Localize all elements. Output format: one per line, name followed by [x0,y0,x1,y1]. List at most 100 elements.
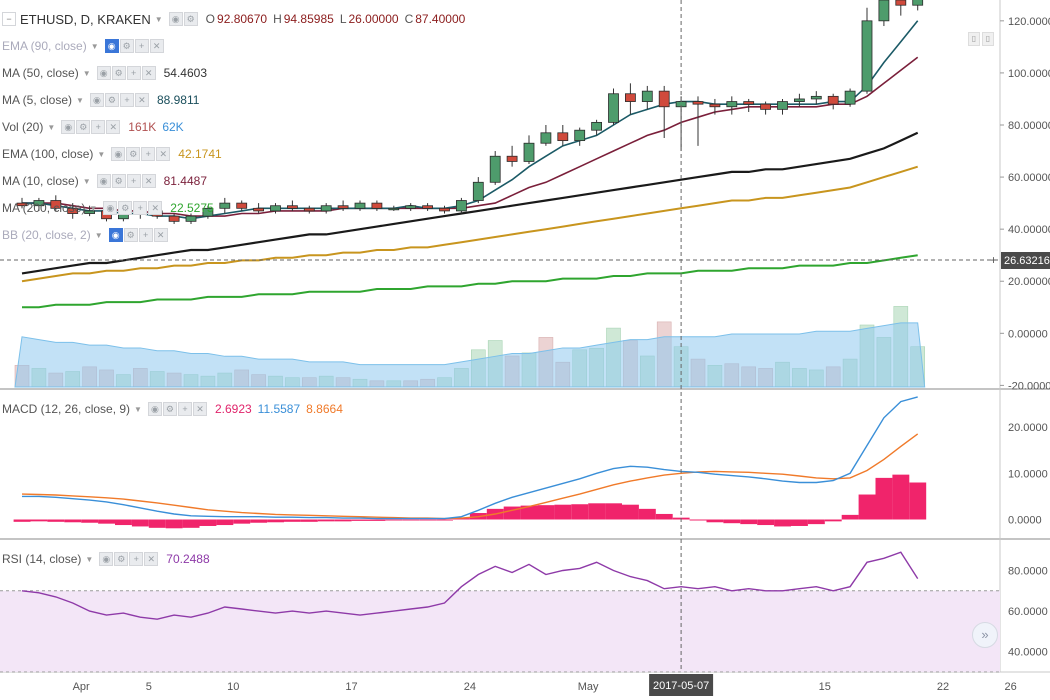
indicator-name: MA (10, close) [2,174,79,188]
legend-row[interactable]: EMA (90, close) ▼ ◉ ⚙ + ✕ [2,37,172,55]
plus-icon[interactable]: + [126,66,141,80]
legend-row[interactable]: BB (20, close, 2) ▼ ◉ ⚙ + ✕ [2,226,176,244]
macd-histogram-bar [892,474,910,520]
ma50-line [21,131,919,275]
time-tick-label: 5 [146,681,152,693]
chevron-down-icon[interactable]: ▼ [82,176,91,186]
plus-icon[interactable]: + [138,228,153,242]
indicator-buttons: ◉ ⚙ + ✕ [103,201,163,215]
plus-icon[interactable]: + [129,552,144,566]
plus-icon[interactable]: + [126,174,141,188]
visibility-icon[interactable]: ◉ [111,147,126,161]
chevron-down-icon[interactable]: ▼ [97,149,106,159]
gear-icon[interactable]: ⚙ [183,12,198,26]
close-icon[interactable]: ✕ [148,201,163,215]
candle-body [794,98,805,102]
pane-minimize-icon[interactable]: ▯ [968,32,980,46]
time-tick-label: 26 [1005,681,1017,693]
macd-histogram-bar [807,519,825,525]
macd-histogram-bar [334,519,352,522]
plus-icon[interactable]: + [91,120,106,134]
chevron-down-icon[interactable]: ▼ [47,122,56,132]
visibility-icon[interactable]: ◉ [103,201,118,215]
chevron-down-icon[interactable]: ▼ [89,203,98,213]
visibility-icon[interactable]: ◉ [96,174,111,188]
visibility-icon[interactable]: ◉ [99,552,114,566]
indicator-value: 11.5587 [257,402,301,416]
candle-body [895,0,907,6]
legend-row[interactable]: MA (10, close) ▼ ◉ ⚙ + ✕ 81.4487 [2,172,213,190]
chevron-down-icon[interactable]: ▼ [94,230,103,240]
ohlc-values: O 92.80670 H 94.85985 L 26.00000 C 87.40000 [206,12,472,26]
plus-icon[interactable]: + [141,147,156,161]
candle-body [912,0,924,6]
close-icon[interactable]: ✕ [106,120,121,134]
gear-icon[interactable]: ⚙ [126,147,141,161]
chevron-down-icon[interactable]: ▼ [82,68,91,78]
macd-histogram-bar [689,519,707,521]
macd-histogram-bar [148,519,166,528]
candle-body [84,210,95,214]
close-icon[interactable]: ✕ [141,66,156,80]
gear-icon[interactable]: ⚙ [119,39,134,53]
legend-row[interactable]: MA (5, close) ▼ ◉ ⚙ + ✕ 88.9811 [2,91,205,109]
legend-row[interactable]: MACD (12, 26, close, 9) ▼ ◉ ⚙ + ✕ 2.6923 11.558… [2,400,349,418]
candle-body [658,90,670,108]
gear-icon[interactable]: ⚙ [123,228,138,242]
close-icon[interactable]: ✕ [134,93,149,107]
visibility-icon[interactable]: ◉ [96,66,111,80]
gear-icon[interactable]: ⚙ [111,66,126,80]
pane-maximize-icon[interactable]: ▯ [982,32,994,46]
ohlc-label: C [404,12,414,26]
chevron-down-icon[interactable]: ▼ [85,554,94,564]
visibility-icon[interactable]: ◉ [104,39,119,53]
macd-histogram-bar [64,519,82,523]
close-icon[interactable]: ✕ [153,228,168,242]
candle-body [67,207,79,214]
close-icon[interactable]: ✕ [156,147,171,161]
chevron-down-icon[interactable]: ▼ [90,41,99,51]
chevron-down-icon[interactable]: ▼ [134,404,142,414]
rsi-line [21,551,919,620]
macd-histogram-bar [436,519,453,521]
visibility-icon[interactable]: ◉ [168,12,183,26]
close-icon[interactable]: ✕ [141,174,156,188]
close-icon[interactable]: ✕ [192,402,207,416]
close-icon[interactable]: ✕ [149,39,164,53]
legend-row[interactable]: RSI (14, close) ▼ ◉ ⚙ + ✕ 70.2488 [2,550,216,568]
plus-icon[interactable]: + [133,201,148,215]
legend-row[interactable]: EMA (100, close) ▼ ◉ ⚙ + ✕ 42.1741 [2,145,228,163]
scroll-to-realtime-button[interactable]: » [972,622,998,648]
legend-row[interactable]: Vol (20) ▼ ◉ ⚙ + ✕ 161K 62K [2,118,190,136]
gear-icon[interactable]: ⚙ [76,120,91,134]
gear-icon[interactable]: ⚙ [104,93,119,107]
visibility-icon[interactable]: ◉ [89,93,104,107]
legend-row[interactable]: MA (200, close) ▼ ◉ ⚙ + ✕ 22.5275 [2,199,220,217]
macd-histogram-bar [47,519,65,522]
gear-icon[interactable]: ⚙ [118,201,133,215]
macd-histogram-bar [571,504,589,520]
plus-icon[interactable]: + [177,402,192,416]
collapse-legend-icon[interactable]: − [2,12,16,26]
ohlc-label: H [273,12,282,26]
candle-body [320,205,332,212]
visibility-icon[interactable]: ◉ [61,120,76,134]
gear-icon[interactable]: ⚙ [114,552,129,566]
gear-icon[interactable]: ⚙ [111,174,126,188]
macd-histogram-bar [115,519,132,526]
legend-row[interactable]: MA (50, close) ▼ ◉ ⚙ + ✕ 54.4603 [2,64,213,82]
macd-tick-label: 0.0000 [1008,515,1042,527]
chevron-down-icon[interactable]: ▼ [76,95,84,105]
candle-body [168,215,180,222]
price-tick-label: 20.00000 [1008,276,1050,288]
chevron-down-icon[interactable]: ▼ [154,14,163,24]
visibility-icon[interactable]: ◉ [108,228,123,242]
close-icon[interactable]: ✕ [144,552,159,566]
plus-icon[interactable]: + [134,39,149,53]
visibility-icon[interactable]: ◉ [147,402,162,416]
macd-histogram-bar [300,519,318,522]
plus-icon[interactable]: + [119,93,134,107]
gear-icon[interactable]: ⚙ [162,402,177,416]
symbol-header: − ETHUSD, D, KRAKEN ▼ ◉ ⚙ O 92.80670 H 94.8… [2,10,471,28]
